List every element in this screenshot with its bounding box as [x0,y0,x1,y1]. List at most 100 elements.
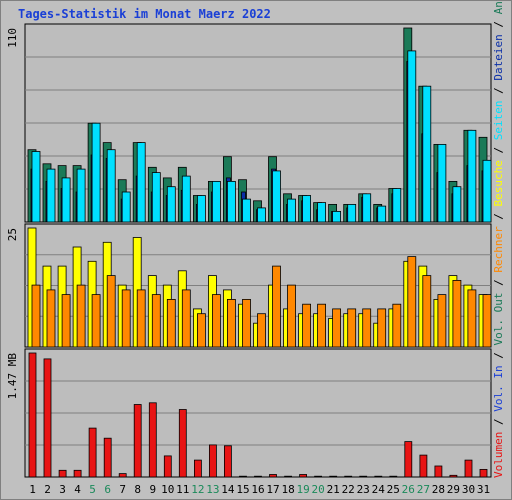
bar-volumen-day-14 [223,445,232,478]
x-tick-label-day-12: 12 [191,483,204,496]
bar-volumen-day-12 [193,459,202,478]
bar-seiten-day-17 [272,170,281,223]
bar-seiten-day-10 [166,186,176,223]
x-tick-label-day-9: 9 [149,483,156,496]
legend-separator: / [492,273,505,293]
x-tick-label-day-14: 14 [221,483,235,496]
bar-rechner-day-31 [482,294,492,348]
x-tick-label-day-17: 17 [266,483,279,496]
bar-rechner-day-26 [407,256,417,348]
bar-volumen-day-22 [344,475,353,478]
bar-volumen-day-8 [133,404,142,478]
bar-seiten-day-3 [61,177,71,223]
bar-seiten-day-5 [91,122,101,223]
bar-volumen-day-17 [269,474,277,478]
series-legend-vertical: Volumen / Vol. In / Vol. Out / Rechner /… [492,0,505,478]
x-tick-label-day-31: 31 [477,483,490,496]
legend-anfragen: Anfragen [492,0,505,14]
legend-separator: / [492,206,505,226]
legend-separator: / [492,346,505,366]
bar-seiten-day-1 [31,151,41,223]
bar-volumen-day-10 [163,455,172,478]
bar-volumen-day-29 [449,474,458,478]
bar-rechner-day-30 [467,289,477,348]
bar-seiten-day-19 [302,195,312,223]
legend-seiten: Seiten [492,100,505,140]
bar-rechner-day-3 [61,294,71,348]
bar-rechner-day-12 [196,313,206,348]
x-tick-label-day-3: 3 [59,483,66,496]
bar-volumen-day-5 [88,427,97,478]
bar-rechner-day-21 [332,308,342,348]
bar-seiten-day-23 [362,193,372,223]
bar-volumen-day-24 [374,475,383,478]
bar-seiten-day-2 [46,168,56,223]
bar-rechner-day-7 [121,289,131,348]
bar-volumen-day-31 [479,468,488,478]
x-tick-label-day-11: 11 [176,483,189,496]
x-tick-label-day-16: 16 [251,483,264,496]
bar-volumen-day-16 [254,475,262,478]
legend-rechner: Rechner [492,226,505,273]
bar-volumen-day-19 [299,474,308,478]
bar-volumen-day-4 [73,469,82,478]
x-tick-label-day-13: 13 [206,483,219,496]
bar-volumen-day-2 [43,358,52,478]
legend-volumen: Volumen [492,432,505,478]
bar-seiten-day-20 [317,202,327,223]
bar-seiten-day-29 [452,186,462,223]
x-tick-label-day-6: 6 [104,483,111,496]
bar-volumen-day-15 [239,475,247,478]
chart-title: Tages-Statistik im Monat Maerz 2022 [18,7,271,21]
bar-seiten-day-16 [257,207,266,223]
bar-rechner-day-20 [317,303,327,348]
x-tick-label-day-24: 24 [372,483,386,496]
bar-rechner-day-28 [437,294,447,348]
x-tick-label-day-10: 10 [161,483,174,496]
bar-rechner-day-27 [422,275,432,348]
bar-seiten-day-4 [76,168,86,223]
bar-rechner-day-6 [106,275,116,348]
bar-seiten-day-31 [482,159,492,223]
x-tick-label-day-4: 4 [74,483,81,496]
bar-volumen-day-20 [314,475,323,478]
x-tick-label-day-15: 15 [236,483,249,496]
panel-1-ymax-label: 110 [6,28,19,48]
bar-seiten-day-8 [136,142,146,223]
x-tick-label-day-21: 21 [327,483,340,496]
bar-seiten-day-11 [181,175,191,223]
bar-volumen-day-27 [419,454,428,478]
bar-rechner-day-10 [166,298,176,348]
bar-rechner-day-22 [347,308,357,348]
x-tick-label-day-19: 19 [296,483,309,496]
bar-rechner-day-23 [362,308,372,348]
legend-vol-in: Vol. In [492,365,505,411]
bar-seiten-day-12 [196,195,206,223]
bar-volumen-day-26 [404,441,413,478]
bar-seiten-day-22 [347,203,357,223]
x-tick-label-day-7: 7 [119,483,126,496]
x-tick-label-day-30: 30 [462,483,475,496]
bar-rechner-day-4 [76,284,86,348]
x-tick-label-day-28: 28 [432,483,445,496]
legend-separator: / [492,81,505,101]
panel-2-ymax-label: 25 [6,228,19,241]
legend-besuche: Besuche [492,160,505,206]
x-tick-label-day-29: 29 [447,483,460,496]
bar-seiten-day-21 [332,210,342,223]
bar-volumen-day-9 [148,402,157,478]
x-tick-label-day-18: 18 [281,483,294,496]
x-tick-label-day-27: 27 [417,483,430,496]
bar-volumen-day-28 [434,465,443,478]
bar-seiten-day-18 [287,198,296,223]
legend-dateien: Dateien [492,34,505,80]
bar-rechner-day-2 [46,289,56,348]
x-tick-label-day-23: 23 [357,483,370,496]
x-tick-label-day-1: 1 [29,483,36,496]
bar-seiten-day-26 [407,50,417,223]
bar-seiten-day-7 [121,191,131,223]
bar-seiten-day-15 [242,198,251,223]
bar-volumen-day-1 [28,352,37,478]
bar-rechner-day-19 [302,303,312,348]
